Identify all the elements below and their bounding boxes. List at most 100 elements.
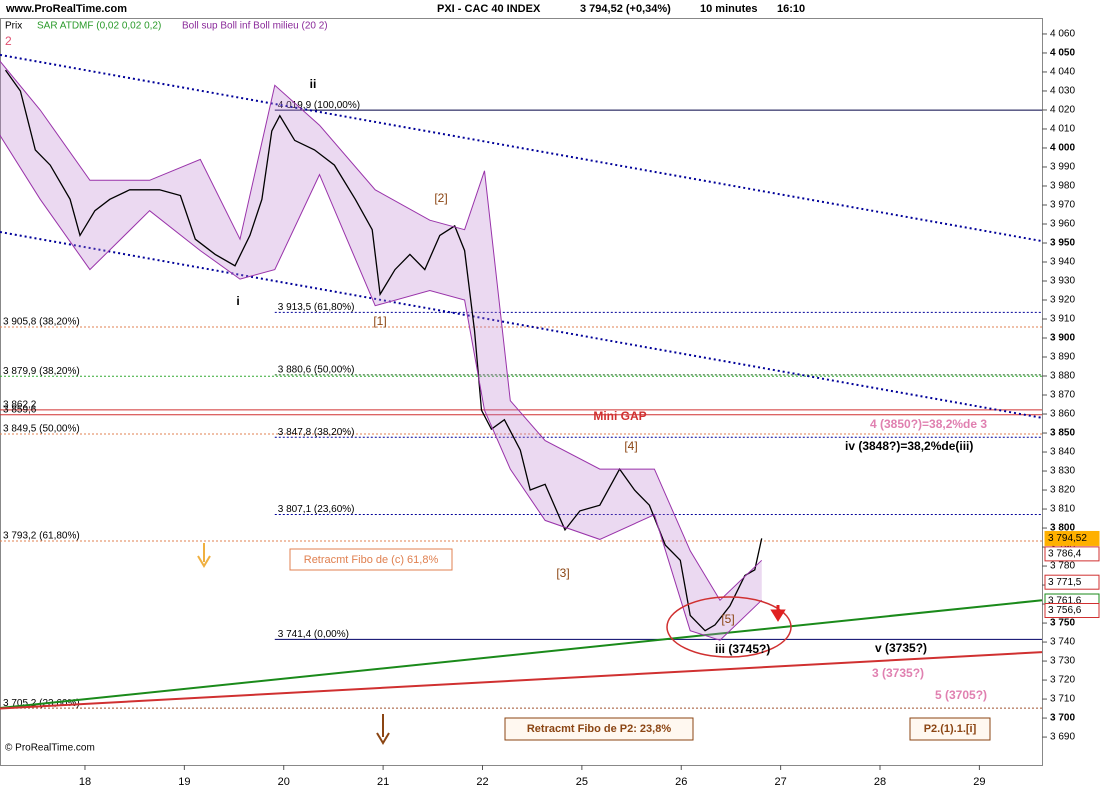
y-tick-label: 3 990 bbox=[1050, 162, 1075, 173]
y-tick-label: 3 720 bbox=[1050, 675, 1075, 686]
y-tick-label: 3 710 bbox=[1050, 694, 1075, 705]
y-tick-label: 3 910 bbox=[1050, 314, 1075, 325]
y-tick-label: 4 020 bbox=[1050, 105, 1075, 116]
y-tick-label: 3 920 bbox=[1050, 295, 1075, 306]
annotation: v (3735?) bbox=[875, 641, 927, 655]
y-tick-label: 3 700 bbox=[1050, 713, 1075, 724]
level-label: 3 741,4 (0,00%) bbox=[278, 629, 349, 640]
x-tick-label: 21 bbox=[377, 776, 389, 788]
plot-frame bbox=[0, 18, 1043, 766]
band-fill bbox=[0, 61, 762, 641]
band-line bbox=[0, 134, 763, 641]
y-tick-label: 3 780 bbox=[1050, 561, 1075, 572]
legend-boll: Boll sup Boll inf Boll milieu (20 2) bbox=[182, 21, 328, 32]
box-frame bbox=[504, 717, 694, 741]
annotation: iv (3848?)=38,2%de(iii) bbox=[845, 439, 973, 453]
trend-line bbox=[0, 230, 1043, 419]
x-tick-label: 18 bbox=[79, 776, 91, 788]
price-tag bbox=[1044, 530, 1100, 546]
annotation: 5 (3705?) bbox=[935, 688, 987, 702]
x-tick-label: 27 bbox=[775, 776, 787, 788]
x-tick-label: 26 bbox=[675, 776, 687, 788]
y-tick-label: 3 890 bbox=[1050, 352, 1075, 363]
y-tick-label: 4 050 bbox=[1050, 48, 1075, 59]
legend-sar: SAR ATDMF (0,02 0,02 0,2) bbox=[37, 21, 161, 32]
y-tick-label: 3 810 bbox=[1050, 504, 1075, 515]
chart-title: PXI - CAC 40 INDEX bbox=[437, 3, 541, 15]
y-tick-label: 3 900 bbox=[1050, 333, 1075, 344]
y-tick-label: 3 940 bbox=[1050, 257, 1075, 268]
trend-line bbox=[0, 53, 1043, 243]
price-tag bbox=[1044, 603, 1100, 619]
annotation: [5] bbox=[721, 612, 734, 626]
x-tick-label: 29 bbox=[973, 776, 985, 788]
price-tag-label: 3 794,52 bbox=[1048, 533, 1087, 544]
price-tag-label: 3 756,6 bbox=[1048, 605, 1082, 616]
level-label: 3 879,9 (38,20%) bbox=[3, 366, 80, 377]
site: www.ProRealTime.com bbox=[5, 3, 127, 15]
y-tick-label: 3 740 bbox=[1050, 637, 1075, 648]
plot-area: 4 019,9 (100,00%) 3 913,5 (61,80%) 3 905,8… bbox=[0, 53, 1043, 710]
level-label: 3 849,5 (50,00%) bbox=[3, 424, 80, 435]
level-label: 3 862,2 bbox=[3, 399, 37, 410]
y-tick-label: 4 060 bbox=[1050, 29, 1075, 40]
box-label: Retracmt Fibo de (c) 61,8% bbox=[304, 554, 439, 566]
y-tick-label: 4 000 bbox=[1050, 143, 1075, 154]
box-label: Retracmt Fibo de P2: 23,8% bbox=[527, 723, 671, 735]
annotation: [3] bbox=[556, 566, 569, 580]
level-label: 3 859,6 bbox=[3, 404, 37, 415]
trend-line bbox=[0, 599, 1043, 709]
annotation: [1] bbox=[373, 314, 386, 328]
annotation: [2] bbox=[434, 191, 447, 205]
price-info: 3 794,52 (+0,34%) bbox=[580, 3, 671, 15]
y-tick-label: 3 930 bbox=[1050, 276, 1075, 287]
annotation: 2 bbox=[5, 34, 12, 48]
annotation: i bbox=[236, 294, 239, 308]
box-label: P2.(1).1.[i] bbox=[924, 723, 977, 735]
arrow-orange bbox=[197, 543, 211, 568]
x-tick-label: 19 bbox=[178, 776, 190, 788]
level-label: 3 913,5 (61,80%) bbox=[278, 302, 355, 313]
timeframe: 10 minutes bbox=[700, 3, 757, 15]
y-tick-label: 4 030 bbox=[1050, 86, 1075, 97]
y-tick-label: 3 860 bbox=[1050, 409, 1075, 420]
annotation: [4] bbox=[624, 439, 637, 453]
annotation: 3 (3735?) bbox=[872, 666, 924, 680]
y-tick-label: 4 010 bbox=[1050, 124, 1075, 135]
copyright: © ProRealTime.com bbox=[5, 743, 95, 754]
trend-line bbox=[0, 651, 1043, 710]
price-label: Prix bbox=[5, 21, 22, 32]
y-tick-label: 3 880 bbox=[1050, 371, 1075, 382]
band-line bbox=[0, 60, 763, 601]
arrow-brown bbox=[376, 714, 390, 745]
level-label: 3 847,8 (38,20%) bbox=[278, 427, 355, 438]
level-label: 3 807,1 (23,60%) bbox=[278, 504, 355, 515]
x-tick-label: 22 bbox=[476, 776, 488, 788]
price-tag-label: 3 771,5 bbox=[1048, 577, 1082, 588]
y-tick-label: 3 800 bbox=[1050, 523, 1075, 534]
level-label: 3 793,2 (61,80%) bbox=[3, 531, 80, 542]
arrow-red bbox=[770, 605, 786, 622]
y-tick-label: 3 970 bbox=[1050, 200, 1075, 211]
x-tick-label: 20 bbox=[278, 776, 290, 788]
annotation: 4 (3850?)=38,2%de 3 bbox=[870, 417, 987, 431]
annotation: iii (3745?) bbox=[715, 642, 770, 656]
level-label: 4 019,9 (100,00%) bbox=[278, 100, 360, 111]
y-tick-label: 3 840 bbox=[1050, 447, 1075, 458]
level-label: 3 905,8 (38,20%) bbox=[3, 317, 80, 328]
annotation: Mini GAP bbox=[593, 409, 646, 423]
box-frame bbox=[289, 548, 453, 571]
x-tick-label: 25 bbox=[576, 776, 588, 788]
y-tick-label: 4 040 bbox=[1050, 67, 1075, 78]
y-tick-label: 3 960 bbox=[1050, 219, 1075, 230]
price-tag-label: 3 786,4 bbox=[1048, 549, 1082, 560]
y-tick-label: 3 980 bbox=[1050, 181, 1075, 192]
price-tag bbox=[1044, 546, 1100, 562]
x-tick-label: 28 bbox=[874, 776, 886, 788]
y-tick-label: 3 830 bbox=[1050, 466, 1075, 477]
box-frame bbox=[909, 717, 991, 741]
y-tick-label: 3 870 bbox=[1050, 390, 1075, 401]
level-label: 3 880,6 (50,00%) bbox=[278, 365, 355, 376]
